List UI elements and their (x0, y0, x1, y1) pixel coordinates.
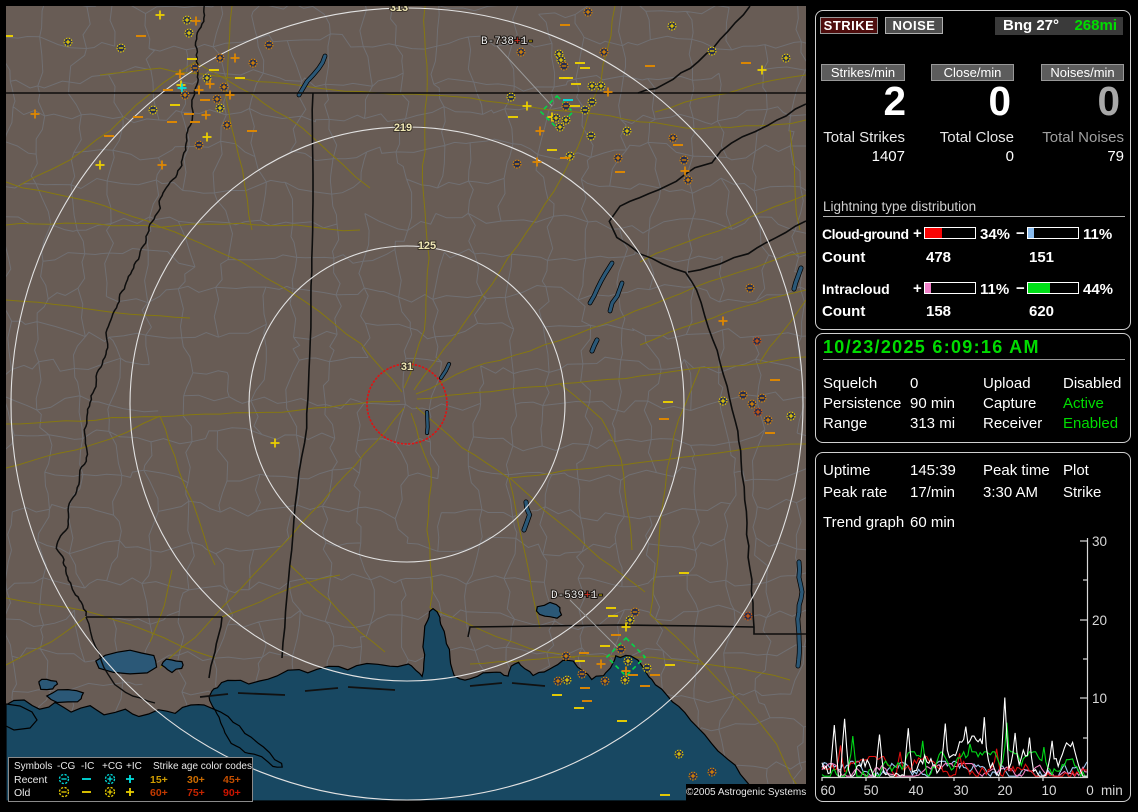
svg-text:+CG: +CG (102, 761, 123, 772)
svg-text:125: 125 (418, 240, 436, 252)
svg-text:-IC: -IC (81, 761, 94, 772)
svg-text:D-539+1-: D-539+1- (551, 590, 604, 602)
svg-text:313: 313 (390, 2, 408, 14)
svg-text:15+: 15+ (150, 774, 168, 786)
svg-text:45+: 45+ (223, 774, 241, 786)
svg-text:30+: 30+ (187, 774, 205, 786)
svg-text:Symbols: Symbols (14, 761, 52, 772)
svg-text:90+: 90+ (223, 787, 241, 799)
svg-text:219: 219 (394, 122, 412, 134)
svg-text:75+: 75+ (187, 787, 205, 799)
svg-text:Recent: Recent (14, 774, 47, 786)
svg-text:Strike age color codes: Strike age color codes (153, 761, 252, 772)
svg-text:60+: 60+ (150, 787, 168, 799)
svg-text:+IC: +IC (126, 761, 142, 772)
svg-text:-CG: -CG (57, 761, 76, 772)
svg-text:B-738+1-: B-738+1- (481, 36, 534, 48)
svg-text:31: 31 (401, 361, 413, 373)
svg-text:Old: Old (14, 787, 31, 799)
